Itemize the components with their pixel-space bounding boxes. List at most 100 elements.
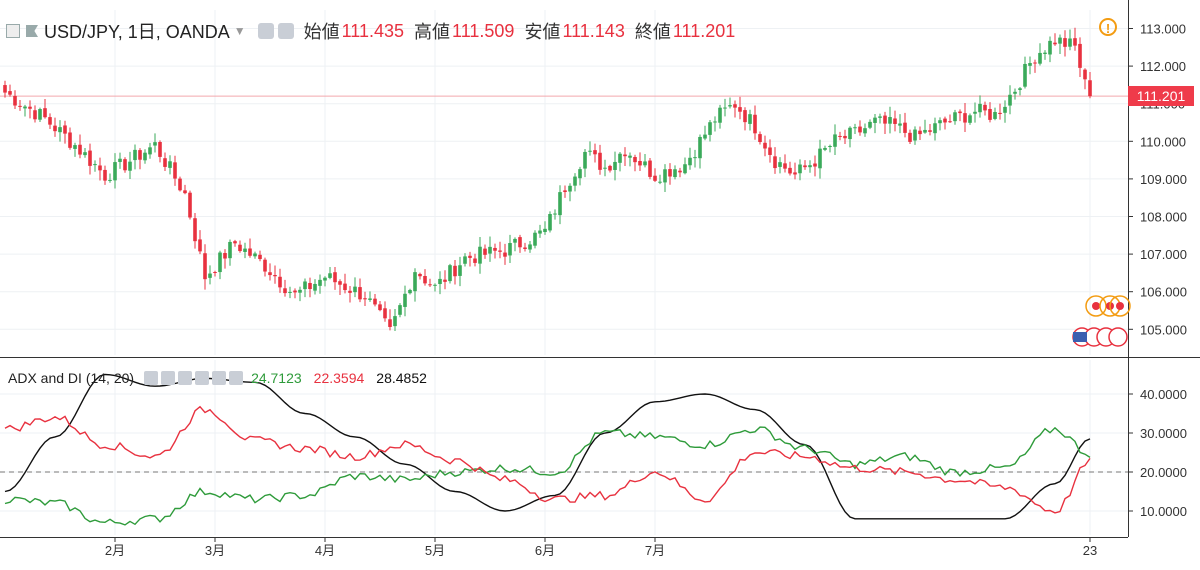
open-label: 始値 (303, 22, 340, 42)
candle-body (928, 130, 932, 132)
candle-body (1013, 91, 1017, 94)
candle-body (1028, 63, 1032, 66)
candle-body (573, 176, 577, 186)
candle-body (1073, 38, 1077, 46)
eye-icon[interactable] (257, 23, 274, 39)
alert-icon[interactable]: ! (1099, 18, 1117, 36)
candle-body (168, 161, 172, 168)
candle-body (583, 151, 587, 169)
candle-body (953, 112, 957, 122)
symbol-legend: USD/JPY, 1日, OANDA ▼ 始値 111.435 高値 111.5… (6, 14, 735, 48)
candle-body (288, 291, 292, 293)
candle-body (593, 150, 597, 155)
candle-body (373, 298, 377, 305)
candle-body (298, 289, 302, 293)
indicator-title[interactable]: ADX and DI (14, 20) (8, 370, 135, 386)
candle-body (93, 164, 97, 166)
candle-body (358, 287, 362, 300)
adx-line (4, 373, 1091, 520)
high-value: 111.509 (452, 20, 515, 41)
candle-body (688, 157, 692, 166)
low-value: 111.143 (562, 20, 625, 41)
source-icon[interactable] (178, 371, 193, 385)
candle-body (988, 108, 992, 120)
close-icon[interactable] (229, 371, 244, 385)
candle-body (323, 277, 327, 281)
price-tick-label: 105.000 (1140, 322, 1187, 337)
candle-body (768, 147, 772, 155)
candle-body (563, 190, 567, 193)
indicator-tick-label: 30.0000 (1140, 426, 1187, 441)
indicator-tick-label: 10.0000 (1140, 504, 1187, 519)
candle-body (188, 192, 192, 218)
candle-body (108, 179, 112, 181)
candle-body (308, 282, 312, 290)
candle-body (788, 167, 792, 174)
candle-body (748, 114, 752, 124)
candle-body (73, 145, 77, 149)
event-dot (1092, 302, 1100, 310)
candle-body (193, 218, 197, 242)
candle-body (818, 148, 822, 169)
candle-body (328, 273, 332, 278)
candle-body (678, 170, 682, 173)
gear-icon[interactable] (277, 23, 294, 39)
candle-body (138, 150, 142, 160)
candle-body (1068, 38, 1072, 47)
candle-body (738, 107, 742, 112)
candle-body (368, 298, 372, 300)
candle-body (453, 265, 457, 277)
candle-body (628, 155, 632, 158)
chevron-down-icon[interactable]: ▼ (233, 24, 246, 38)
candle-body (393, 316, 397, 327)
candle-body (673, 169, 677, 178)
more-icon[interactable] (212, 371, 227, 385)
candle-body (838, 135, 842, 137)
indicator-lines[interactable] (4, 373, 1091, 526)
candle-body (133, 149, 137, 161)
move-up-icon[interactable] (195, 371, 210, 385)
candle-body (708, 122, 712, 135)
indicator-tick-label: 20.0000 (1140, 465, 1187, 480)
candle-body (488, 246, 492, 254)
candle-body (258, 254, 262, 260)
candle-body (1003, 106, 1007, 113)
time-tick-label: 4月 (315, 543, 335, 558)
candle-body (13, 95, 17, 106)
flag-icon[interactable] (26, 25, 38, 37)
gear-icon[interactable] (161, 371, 176, 385)
price-tick-label: 108.000 (1140, 210, 1187, 225)
us-flag-icon (1073, 332, 1087, 342)
event-dot (1116, 302, 1124, 310)
candle-body (1033, 62, 1037, 64)
candle-body (8, 91, 12, 95)
di-plus-value: 24.7123 (251, 370, 302, 386)
candle-body (888, 117, 892, 124)
candle-body (523, 247, 527, 249)
candle-body (438, 278, 442, 285)
candle-body (423, 276, 427, 284)
candle-body (553, 213, 557, 215)
candle-body (253, 253, 257, 257)
eye-icon[interactable] (144, 371, 159, 385)
candle-body (153, 142, 157, 146)
candle-body (63, 125, 67, 134)
price-tick-label: 109.000 (1140, 172, 1187, 187)
candle-body (803, 165, 807, 168)
collapse-icon[interactable] (6, 24, 20, 38)
candle-body (783, 163, 787, 169)
candle-body (463, 256, 467, 264)
candle-body (18, 105, 22, 107)
time-tick-label: 6月 (535, 543, 555, 558)
candle-body (843, 135, 847, 139)
candle-body (483, 248, 487, 255)
symbol-title[interactable]: USD/JPY, 1日, OANDA (44, 22, 230, 42)
candles[interactable] (3, 27, 1092, 331)
candle-body (963, 113, 967, 123)
candle-body (448, 265, 452, 282)
candle-body (458, 265, 462, 276)
candle-body (528, 244, 532, 250)
candle-body (993, 111, 997, 119)
candle-body (648, 160, 652, 177)
candle-body (113, 162, 117, 181)
